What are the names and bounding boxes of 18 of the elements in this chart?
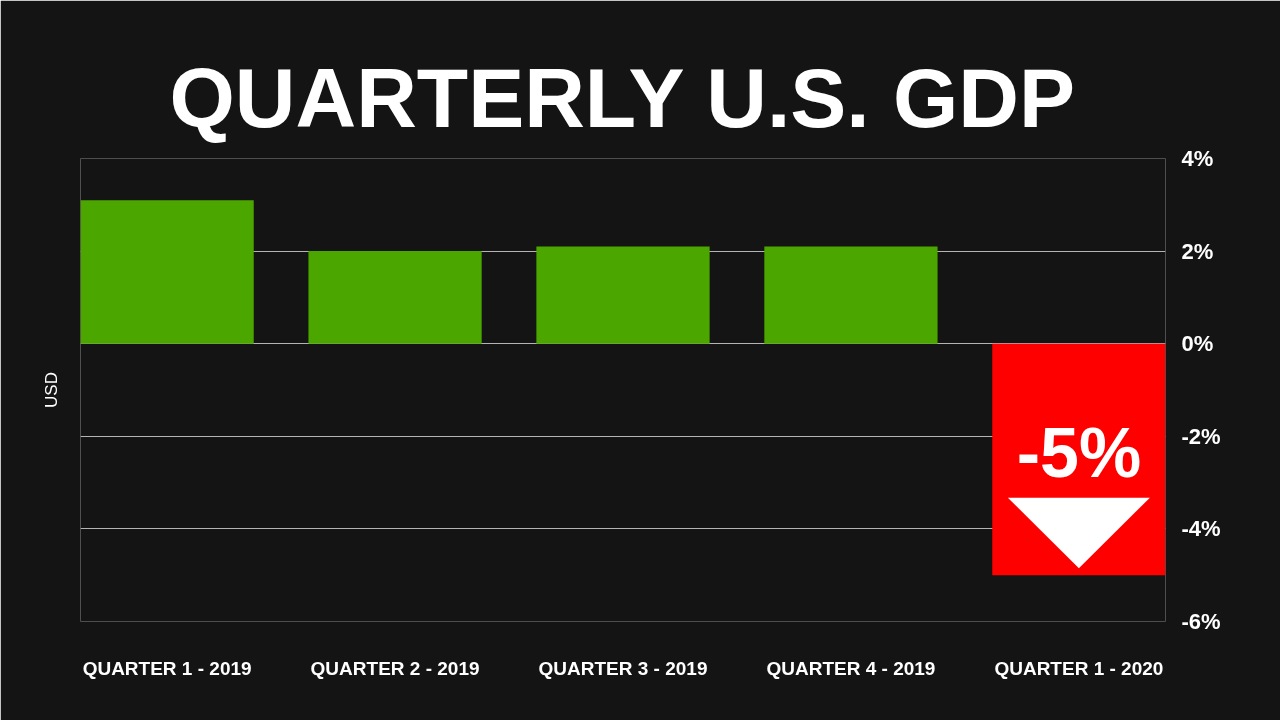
bar [80, 200, 254, 344]
y-axis-title: USD [41, 372, 61, 408]
y-tick-label: 4% [1181, 146, 1214, 171]
x-tick-label: QUARTER 1 - 2019 [82, 657, 252, 679]
y-tick-label: -2% [1181, 423, 1221, 449]
x-tick-label: QUARTER 1 - 2020 [994, 657, 1164, 679]
data-label: -5% [1016, 413, 1142, 492]
x-tick-label: QUARTER 2 - 2019 [310, 657, 480, 679]
bar [764, 246, 938, 344]
chart-title: QUARTERLY U.S. GDP [169, 50, 1076, 145]
bar [536, 246, 710, 344]
x-tick-label: QUARTER 4 - 2019 [766, 657, 936, 679]
x-tick-label: QUARTER 3 - 2019 [538, 657, 708, 679]
y-tick-label: -4% [1181, 516, 1221, 542]
y-tick-label: -6% [1181, 609, 1221, 634]
y-tick-label: 0% [1181, 331, 1214, 357]
bar [308, 251, 482, 344]
y-tick-label: 2% [1181, 238, 1214, 264]
